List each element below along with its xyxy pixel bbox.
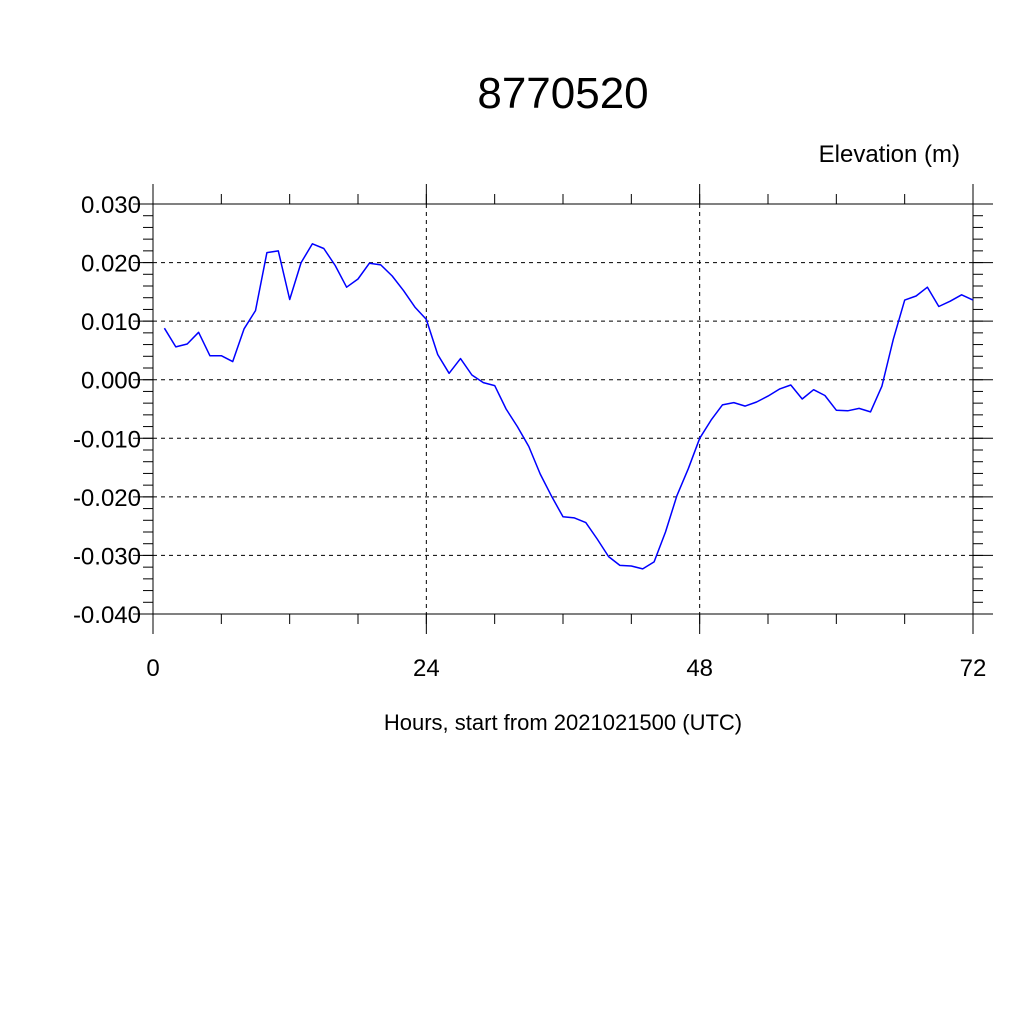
x-tick-label: 72 (960, 655, 987, 682)
series-layer (163, 243, 974, 570)
y-tick-label: -0.020 (73, 485, 141, 512)
y-tick-label: 0.030 (81, 192, 141, 219)
grid-lines (153, 204, 973, 614)
chart-title: 8770520 (477, 69, 648, 118)
y-axis-label: Elevation (m) (819, 141, 960, 168)
y-tick-label: -0.040 (73, 602, 141, 629)
y-tick-label: -0.010 (73, 426, 141, 453)
series-line-elevation (163, 243, 974, 570)
y-tick-label: 0.020 (81, 251, 141, 278)
x-tick-label: 24 (413, 655, 440, 682)
x-tick-label: 48 (686, 655, 713, 682)
y-tick-label: 0.000 (81, 368, 141, 395)
axis-ticks (133, 184, 993, 634)
x-axis-label: Hours, start from 2021021500 (UTC) (384, 710, 742, 735)
tick-labels: -0.040 -0.030 -0.020 -0.010 0.000 0.010 0.020 0… (73, 192, 986, 682)
y-tick-label: -0.030 (73, 543, 141, 570)
x-tick-label: 0 (146, 655, 159, 682)
y-tick-label: 0.010 (81, 309, 141, 336)
plot-frame (152, 203, 974, 615)
